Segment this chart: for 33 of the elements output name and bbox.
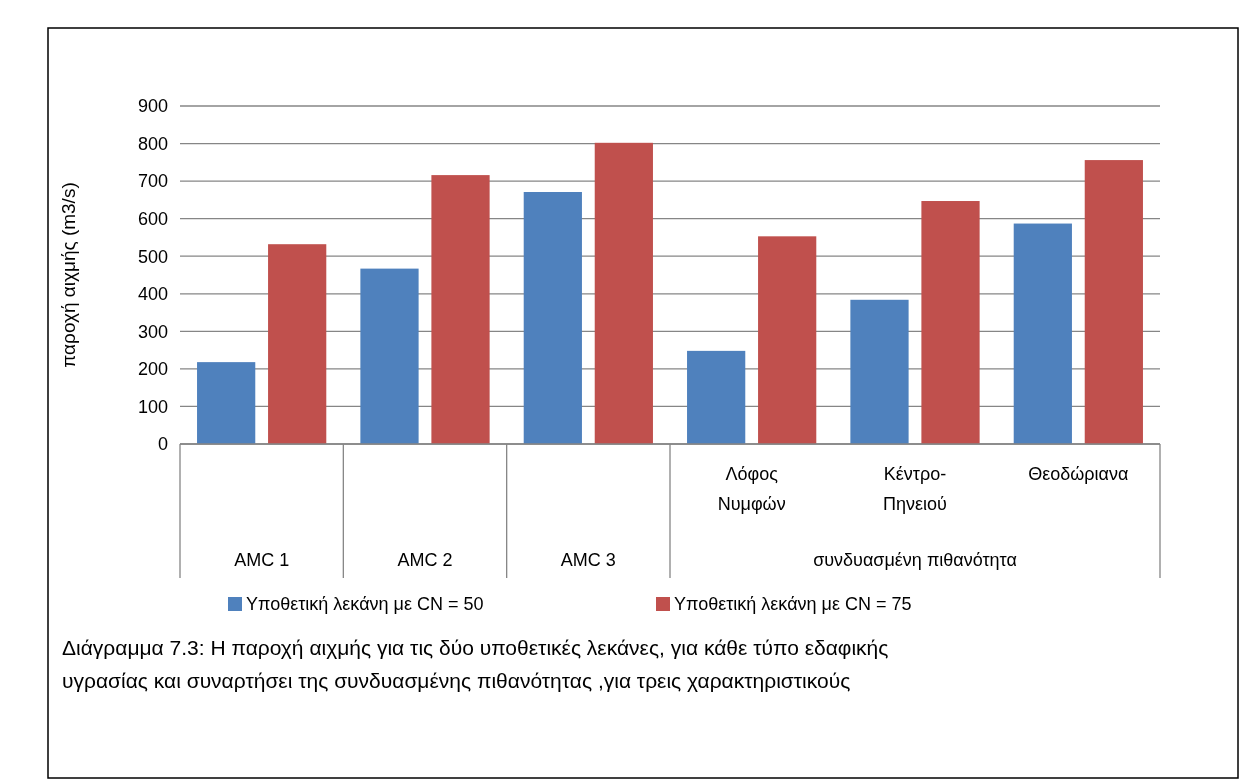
bar <box>594 142 653 444</box>
y-tick-label: 500 <box>137 246 168 267</box>
x-tick-label: Λόφος Νυμφών <box>717 464 786 514</box>
bar <box>431 175 490 444</box>
x-tick-label: AMC 2 <box>397 550 453 570</box>
bar <box>687 350 746 444</box>
y-tick-label: 200 <box>137 359 168 380</box>
x-tick-label: AMC 3 <box>560 550 616 570</box>
legend-label: Υποθετική λεκάνη με CN = 75 <box>674 594 912 615</box>
y-tick-label: 800 <box>137 133 168 154</box>
y-tick-label: 600 <box>137 208 168 229</box>
bar <box>268 244 327 444</box>
legend-label: Υποθετική λεκάνη με CN = 50 <box>246 594 484 615</box>
y-tick-label: 900 <box>137 96 168 117</box>
bar <box>758 236 817 444</box>
x-tick-label: Θεοδώριανα <box>1028 464 1129 484</box>
bar <box>1084 160 1143 444</box>
bar <box>523 192 582 444</box>
y-tick-label: 300 <box>137 321 168 342</box>
bar <box>1013 223 1072 444</box>
y-tick-label: 0 <box>157 434 168 455</box>
y-tick-label: 700 <box>137 171 168 192</box>
text: συνδυασμένη πιθανότητα <box>813 550 1017 570</box>
y-axis-title: παροχή αιχμής (m3/s) <box>58 182 79 368</box>
y-tick-label: 100 <box>137 396 168 417</box>
x-tick-label: Κέντρο-Πηνειού <box>883 464 947 514</box>
bar <box>850 299 909 444</box>
bar <box>921 201 980 444</box>
text: Διάγραμμα 7.3: Η παροχή αιχμής για τις δύο υποθετικές λεκάνες, για κάθε τύπο εδαφικής υγρασίας και συναρτήσει της συνδυασμένης πιθανότητας ,για τρεις χαρακτηριστικούς <box>62 636 889 693</box>
y-tick-label: 400 <box>137 284 168 305</box>
x-tick-label: AMC 1 <box>234 550 290 570</box>
bar <box>360 268 419 444</box>
bar <box>197 362 256 444</box>
